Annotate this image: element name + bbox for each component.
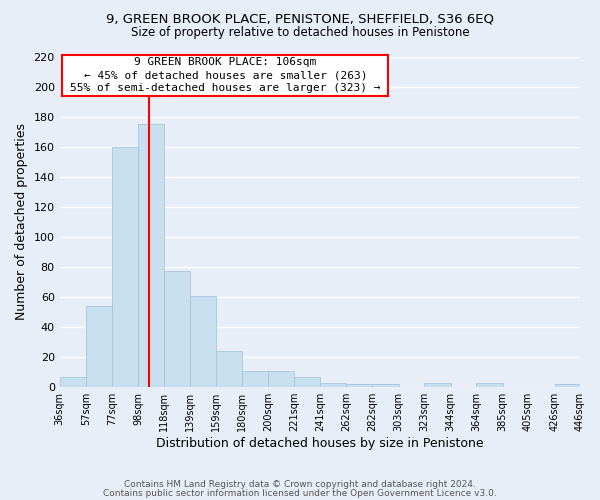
Text: Size of property relative to detached houses in Penistone: Size of property relative to detached ho… <box>131 26 469 39</box>
Bar <box>295 376 320 387</box>
Text: Contains public sector information licensed under the Open Government Licence v3: Contains public sector information licen… <box>103 490 497 498</box>
Bar <box>216 351 242 387</box>
Bar <box>59 376 86 387</box>
Bar <box>476 382 503 387</box>
Bar <box>372 384 398 387</box>
Bar <box>268 370 295 387</box>
X-axis label: Distribution of detached houses by size in Penistone: Distribution of detached houses by size … <box>156 437 484 450</box>
Y-axis label: Number of detached properties: Number of detached properties <box>15 124 28 320</box>
Bar <box>242 370 268 387</box>
Text: 9 GREEN BROOK PLACE: 106sqm
← 45% of detached houses are smaller (263)
55% of se: 9 GREEN BROOK PLACE: 106sqm ← 45% of det… <box>70 57 380 94</box>
Bar <box>86 306 112 387</box>
Bar <box>346 384 372 387</box>
Bar <box>164 272 190 387</box>
Text: 9, GREEN BROOK PLACE, PENISTONE, SHEFFIELD, S36 6EQ: 9, GREEN BROOK PLACE, PENISTONE, SHEFFIE… <box>106 12 494 26</box>
Bar <box>139 124 164 387</box>
Bar <box>190 296 216 387</box>
Bar <box>112 146 139 387</box>
Text: Contains HM Land Registry data © Crown copyright and database right 2024.: Contains HM Land Registry data © Crown c… <box>124 480 476 489</box>
Bar <box>320 382 346 387</box>
Bar <box>554 384 580 387</box>
Bar <box>424 382 451 387</box>
FancyBboxPatch shape <box>62 55 388 96</box>
